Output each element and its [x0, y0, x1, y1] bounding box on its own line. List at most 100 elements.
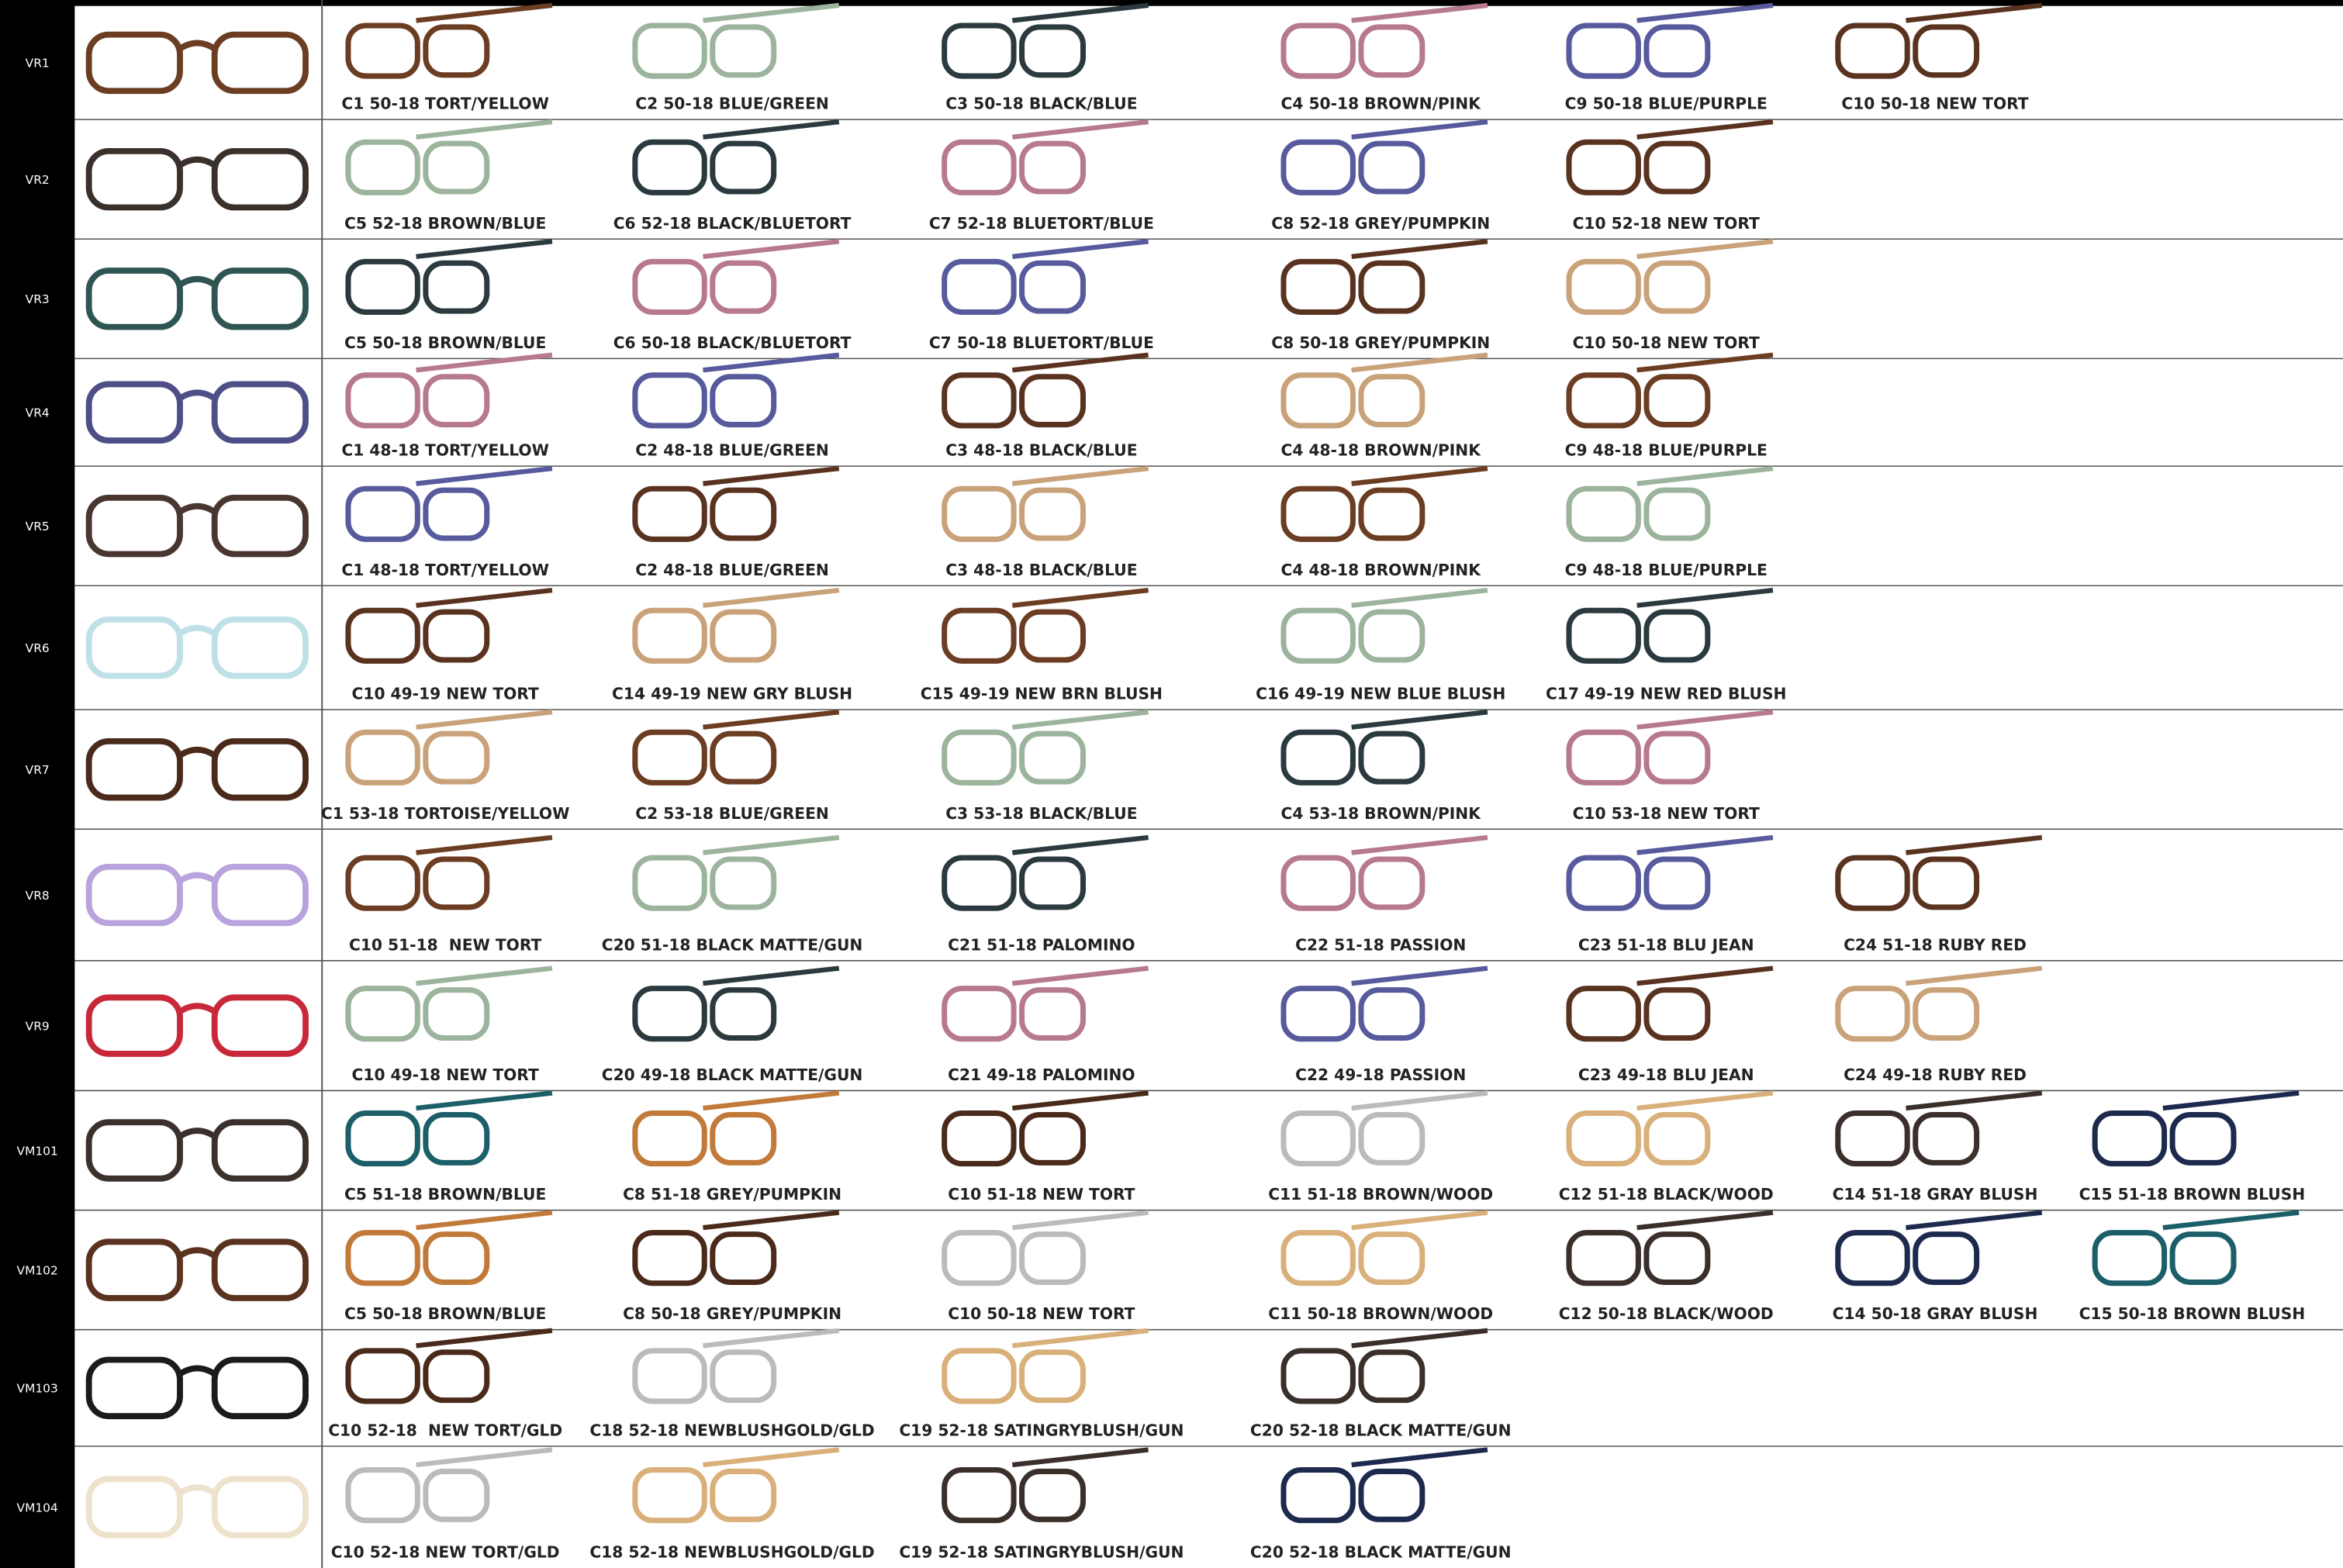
lens — [942, 729, 1017, 786]
lens — [1280, 729, 1356, 786]
temple — [1011, 1447, 1149, 1468]
variant-label: C20 49-18 BLACK MATTE/GUN — [602, 1065, 863, 1084]
lens — [345, 1110, 420, 1167]
model-label: VM101 — [17, 1144, 58, 1158]
lens — [345, 1230, 420, 1287]
lens — [211, 381, 309, 444]
temple — [703, 710, 840, 730]
lens — [423, 1111, 490, 1166]
temple — [1636, 834, 1774, 855]
lens — [1019, 1349, 1086, 1404]
variant-label: C10 49-18 NEW TORT — [352, 1065, 539, 1084]
glasses — [942, 2, 1149, 79]
glasses — [1835, 1210, 2043, 1287]
variant-label: C14 49-19 NEW GRY BLUSH — [612, 685, 852, 703]
lens — [345, 139, 420, 195]
temple — [703, 965, 840, 986]
temple — [416, 1210, 553, 1231]
temple — [1636, 2, 1774, 23]
temple — [416, 2, 553, 23]
glasses — [345, 352, 553, 429]
temple — [2162, 1090, 2300, 1111]
temple — [416, 119, 553, 140]
model-label: VR2 — [26, 173, 50, 187]
lens — [632, 729, 707, 786]
model-label: VR1 — [26, 57, 50, 71]
temple — [703, 119, 840, 140]
lens — [2092, 1110, 2168, 1167]
temple — [1351, 119, 1488, 140]
lens — [1566, 22, 1641, 79]
lens — [1835, 855, 1910, 911]
temple — [1906, 965, 2043, 986]
variant-label: C7 52-18 BLUETORT/BLUE — [929, 214, 1154, 233]
variant-label: C8 51-18 GREY/PUMPKIN — [623, 1185, 841, 1204]
glasses — [1280, 1090, 1488, 1167]
lens — [710, 1111, 777, 1166]
glasses — [85, 1238, 309, 1301]
variant-label: C24 51-18 RUBY RED — [1844, 935, 2027, 954]
variant-label: C18 52-18 NEWBLUSHGOLD/GLD — [589, 1543, 874, 1562]
lens — [1280, 1467, 1356, 1524]
lens — [85, 1238, 183, 1301]
lens — [345, 1467, 420, 1524]
glasses — [1280, 1210, 1488, 1287]
glasses — [85, 147, 309, 211]
glasses — [85, 994, 309, 1057]
lens — [942, 986, 1017, 1042]
glasses — [942, 710, 1149, 786]
glasses — [632, 588, 840, 664]
glasses — [85, 863, 309, 927]
lens — [1280, 258, 1356, 315]
variant-label: C18 52-18 NEWBLUSHGOLD/GLD — [589, 1421, 874, 1439]
lens — [85, 616, 183, 679]
temple — [1011, 466, 1149, 486]
temple — [1351, 239, 1488, 259]
bridge — [178, 503, 216, 515]
lens — [345, 1348, 420, 1404]
temple — [416, 1328, 553, 1349]
lens — [1566, 729, 1641, 786]
lens — [211, 737, 309, 801]
lens — [1643, 24, 1711, 78]
variant-label: C8 50-18 GREY/PUMPKIN — [623, 1304, 841, 1323]
glasses — [345, 2, 553, 79]
lens — [1566, 855, 1641, 911]
temple — [1636, 466, 1774, 486]
glasses — [632, 834, 840, 911]
lens — [211, 616, 309, 679]
variant-label: C10 51-18 NEW TORT — [948, 1185, 1135, 1204]
variant-label: C19 52-18 SATINGRYBLUSH/GUN — [899, 1543, 1184, 1562]
lens — [1643, 609, 1711, 663]
lens — [423, 260, 490, 314]
temple — [703, 1447, 840, 1468]
temple — [1906, 1090, 2043, 1111]
bridge — [178, 276, 216, 288]
lens — [632, 372, 707, 429]
temple — [1011, 352, 1149, 373]
lens — [632, 1467, 707, 1524]
lens — [1358, 987, 1425, 1041]
variant-label: C8 50-18 GREY/PUMPKIN — [1271, 333, 1490, 352]
lens — [710, 856, 777, 910]
variant-label: C8 52-18 GREY/PUMPKIN — [1271, 214, 1490, 233]
variant-label: C16 49-19 NEW BLUE BLUSH — [1256, 685, 1505, 703]
lens — [345, 729, 420, 786]
glasses — [85, 31, 309, 95]
temple — [416, 710, 553, 730]
glasses — [1280, 239, 1488, 315]
temple — [1636, 1210, 1774, 1231]
lens — [1019, 856, 1086, 910]
temple — [1351, 2, 1488, 23]
variant-label: C10 53-18 NEW TORT — [1573, 804, 1760, 823]
variant-label: C3 50-18 BLACK/BLUE — [945, 95, 1137, 113]
glasses — [85, 616, 309, 679]
variant-label: C6 50-18 BLACK/BLUETORT — [613, 333, 852, 352]
glasses — [345, 1447, 553, 1524]
temple — [1011, 710, 1149, 730]
glasses — [1566, 710, 1774, 786]
glasses — [1280, 1328, 1488, 1404]
variant-label: C1 48-18 TORT/YELLOW — [341, 441, 548, 460]
variant-label: C11 50-18 BROWN/WOOD — [1268, 1304, 1493, 1323]
